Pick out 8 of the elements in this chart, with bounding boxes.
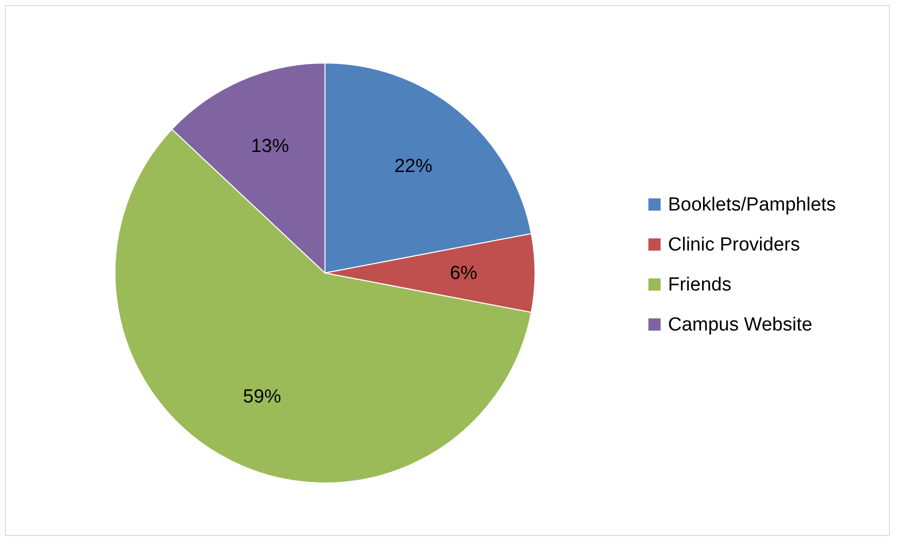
legend-label: Friends: [668, 274, 732, 296]
legend-label: Campus Website: [668, 314, 812, 336]
data-label: 59%: [243, 386, 282, 408]
data-label: 22%: [394, 156, 432, 178]
data-label: 6%: [450, 263, 478, 284]
legend-label: Clinic Providers: [668, 234, 800, 256]
data-label: 13%: [250, 136, 290, 157]
legend-label: Booklets/Pamphlets: [668, 194, 836, 216]
